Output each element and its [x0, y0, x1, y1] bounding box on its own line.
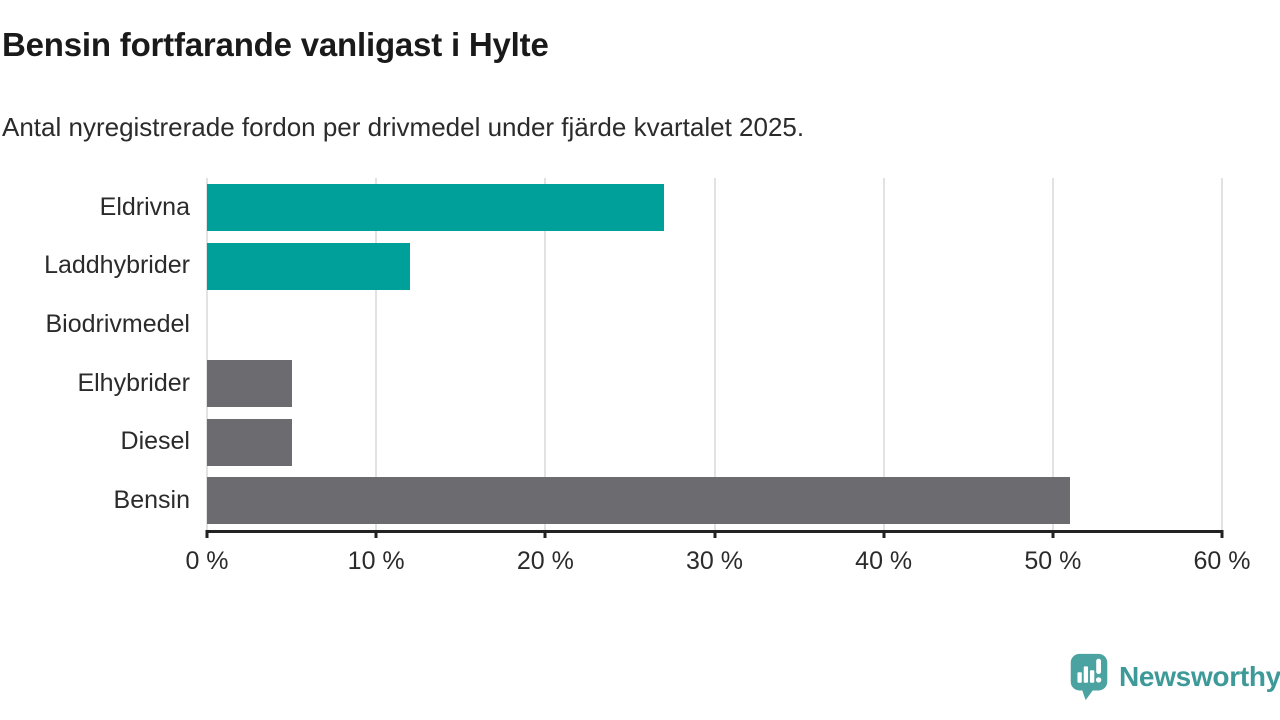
x-axis-tick	[882, 530, 886, 538]
gridline	[1051, 178, 1054, 530]
x-tick-label-20: 20 %	[516, 547, 574, 575]
x-axis-tick	[1220, 530, 1224, 538]
gridline	[544, 178, 547, 530]
x-axis-tick	[374, 530, 378, 538]
chart-title: Bensin fortfarande vanligast i Hylte	[2, 26, 549, 63]
x-axis-labels: 0 % 10 % 20 % 30 % 40 % 50 % 60 %	[185, 547, 1250, 579]
gridline	[375, 178, 378, 530]
y-axis-label-diesel: Diesel	[120, 427, 190, 456]
newsworthy-logo-icon	[1066, 652, 1112, 702]
x-axis-tick	[713, 530, 716, 538]
bar-eldrivna	[207, 183, 664, 231]
x-tick-label-40: 40 %	[855, 547, 913, 575]
y-axis-label-biodrivmedel: Biodrivmedel	[45, 310, 190, 339]
newsworthy-logo: Newsworthy	[1066, 652, 1280, 702]
gridline	[1221, 178, 1223, 530]
y-axis-labels: Eldrivna Laddhybrider Biodrivmedel Elhybrid…	[0, 178, 190, 533]
x-tick-label-30: 30 %	[686, 547, 743, 575]
bar-elhybrider	[207, 359, 292, 407]
y-axis-label-bensin: Bensin	[113, 486, 190, 515]
y-axis-label-eldrivna: Eldrivna	[99, 192, 190, 221]
gridline	[882, 178, 885, 530]
plot-area	[205, 178, 1224, 538]
gridline	[206, 178, 208, 530]
y-axis-label-laddhybrider: Laddhybrider	[44, 251, 190, 280]
bar-bensin	[207, 477, 1070, 525]
x-axis-tick	[205, 530, 209, 538]
x-tick-label-0: 0 %	[185, 547, 229, 575]
bar-laddhybrider	[207, 242, 410, 290]
x-axis-tick	[1051, 530, 1055, 538]
chart-subtitle: Antal nyregistrerade fordon per drivmede…	[2, 112, 805, 142]
x-tick-label-50: 50 %	[1024, 547, 1082, 575]
bar-diesel	[207, 418, 292, 466]
x-tick-label-10: 10 %	[347, 547, 405, 575]
x-tick-label-60: 60 %	[1193, 547, 1251, 575]
x-axis-tick	[543, 530, 547, 538]
newsworthy-brand-text: Newsworthy	[1119, 661, 1280, 692]
y-axis-label-elhybrider: Elhybrider	[77, 368, 190, 397]
gridline	[713, 178, 716, 530]
